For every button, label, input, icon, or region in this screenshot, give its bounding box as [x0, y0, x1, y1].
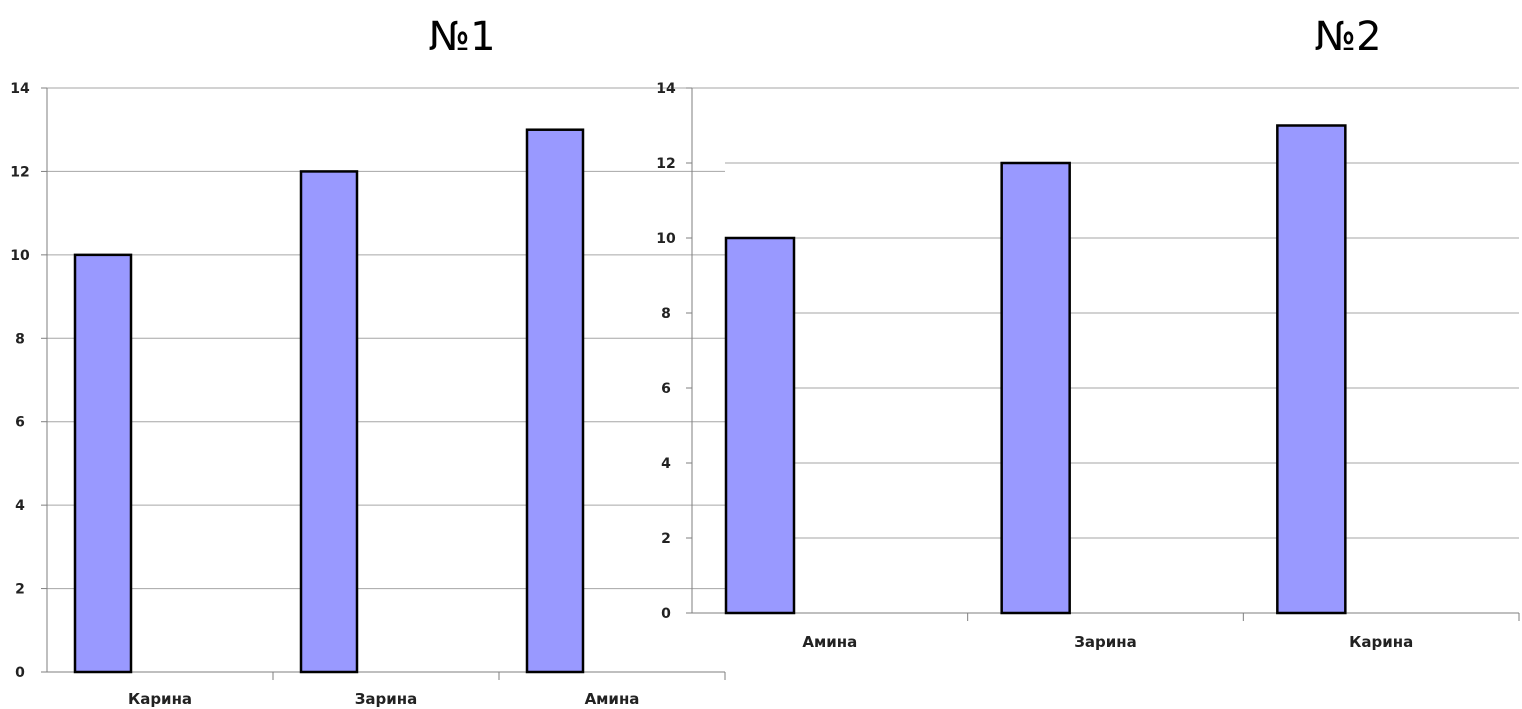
chart-1-title: №1 — [428, 14, 495, 60]
chart-1-y-tick-label-4: 8 — [15, 331, 25, 347]
chart-2-y-tick-label-7: 14 — [656, 81, 676, 97]
chart-1-category-label-2: Амина — [585, 690, 640, 708]
chart-2-y-tick-label-6: 12 — [656, 156, 675, 172]
chart-2-bar-0 — [724, 236, 796, 615]
chart-1-y-tick-label-1: 2 — [15, 582, 25, 598]
chart-2-category-label-1: Зарина — [1074, 633, 1137, 651]
chart-2-y-tick-label-2: 4 — [661, 456, 671, 472]
chart-1-bar-1 — [299, 170, 359, 674]
chart-1-category-label-0: Карина — [128, 690, 192, 708]
chart-2-category-label-2: Карина — [1349, 633, 1413, 651]
chart-2-y-tick-label-5: 10 — [656, 231, 676, 247]
chart-1-y-tick-label-0: 0 — [15, 665, 25, 681]
chart-1-y-tick-label-3: 6 — [15, 415, 25, 431]
chart-2-y-tick-label-3: 6 — [661, 381, 671, 397]
chart-1-y-tick-label-7: 14 — [10, 81, 30, 97]
chart-2-bar-1 — [1000, 161, 1071, 615]
chart-2-bar-2 — [1276, 124, 1347, 615]
chart-1-y-tick-label-2: 4 — [15, 498, 25, 514]
chart-1-bar-2 — [525, 128, 585, 674]
chart-1-y-tick-label-5: 10 — [10, 248, 30, 264]
chart-2: №2 0 2 4 6 8 10 12 14 Амина Зарина Карина — [656, 14, 1520, 651]
chart-1-y-tick-label-6: 12 — [10, 164, 29, 180]
chart-1: №1 0 2 4 6 8 10 12 14 Карина Зарина Амина — [10, 14, 726, 708]
chart-1-category-label-1: Зарина — [355, 690, 418, 708]
chart-2-title: №2 — [1314, 14, 1381, 60]
chart-2-category-label-0: Амина — [802, 633, 857, 651]
chart-2-y-tick-label-1: 2 — [661, 531, 671, 547]
chart-1-bar-0 — [73, 253, 133, 674]
chart-2-y-tick-label-0: 0 — [661, 606, 671, 622]
chart-2-y-tick-label-4: 8 — [661, 306, 671, 322]
